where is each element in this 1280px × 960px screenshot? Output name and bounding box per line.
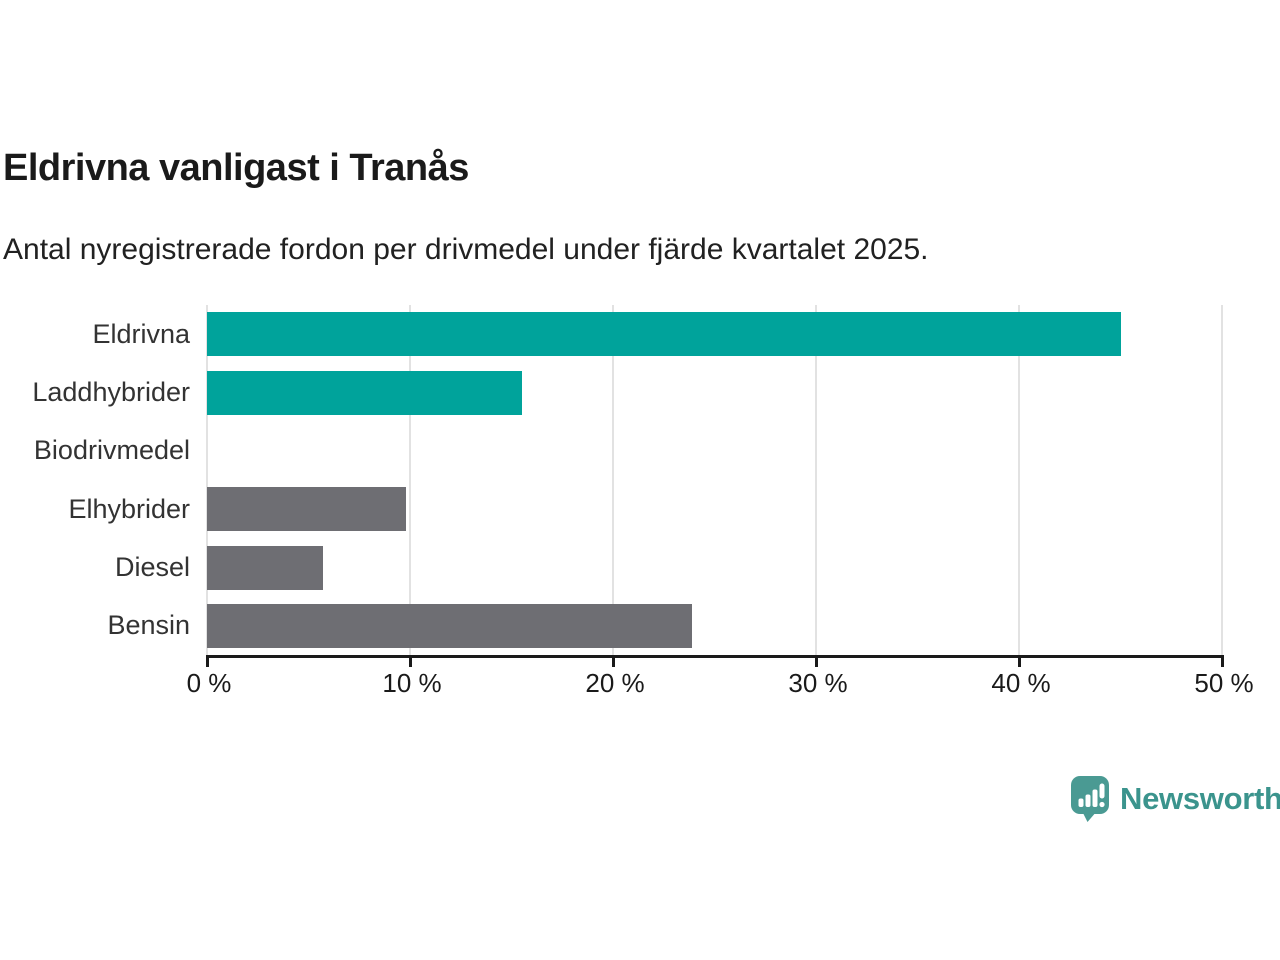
newsworthy-chart-bubble-icon xyxy=(1070,775,1110,823)
category-label: Bensin xyxy=(107,610,190,641)
x-axis-tick-mark xyxy=(206,658,209,667)
x-axis-tick-label: 40 % xyxy=(991,668,1051,698)
chart-title: Eldrivna vanligast i Tranås xyxy=(3,147,469,189)
category-label: Biodrivmedel xyxy=(33,435,190,466)
brand-logo: Newsworthy xyxy=(1070,775,1280,823)
bar-laddhybrider xyxy=(207,370,522,415)
gridline xyxy=(612,305,614,655)
x-axis-tick-mark xyxy=(815,658,818,667)
bar-eldrivna xyxy=(207,312,1121,357)
x-axis-tick-label: 30 % xyxy=(788,668,848,698)
gridline xyxy=(1018,305,1020,655)
category-label: Laddhybrider xyxy=(32,376,190,407)
chart-subtitle: Antal nyregistrerade fordon per drivmede… xyxy=(3,233,929,266)
gridline xyxy=(409,305,411,655)
x-axis-tick-label: 50 % xyxy=(1194,668,1254,698)
gridline xyxy=(1221,305,1223,655)
x-axis-tick-mark xyxy=(409,658,412,667)
category-label: Diesel xyxy=(114,551,190,582)
gridline xyxy=(815,305,817,655)
y-axis-category-labels: Eldrivna Laddhybrider Biodrivmedel Elhybrid… xyxy=(0,305,190,655)
bar-elhybrider xyxy=(207,487,406,532)
bar-diesel xyxy=(207,545,323,590)
category-label: Elhybrider xyxy=(68,493,190,524)
x-axis-tick-mark xyxy=(612,658,615,667)
x-axis-tick-mark xyxy=(1018,658,1021,667)
x-axis-tick-label: 10 % xyxy=(382,668,442,698)
x-axis-tick-label: 0 % xyxy=(186,668,232,698)
gridline xyxy=(206,305,208,655)
category-label: Eldrivna xyxy=(92,318,190,349)
x-axis-line xyxy=(206,655,1224,658)
x-axis-tick-label: 20 % xyxy=(585,668,645,698)
bar-bensin xyxy=(207,603,693,648)
brand-logo-text: Newsworthy xyxy=(1120,781,1280,816)
plot-area xyxy=(206,305,1223,655)
x-axis-tick-mark xyxy=(1221,658,1224,667)
